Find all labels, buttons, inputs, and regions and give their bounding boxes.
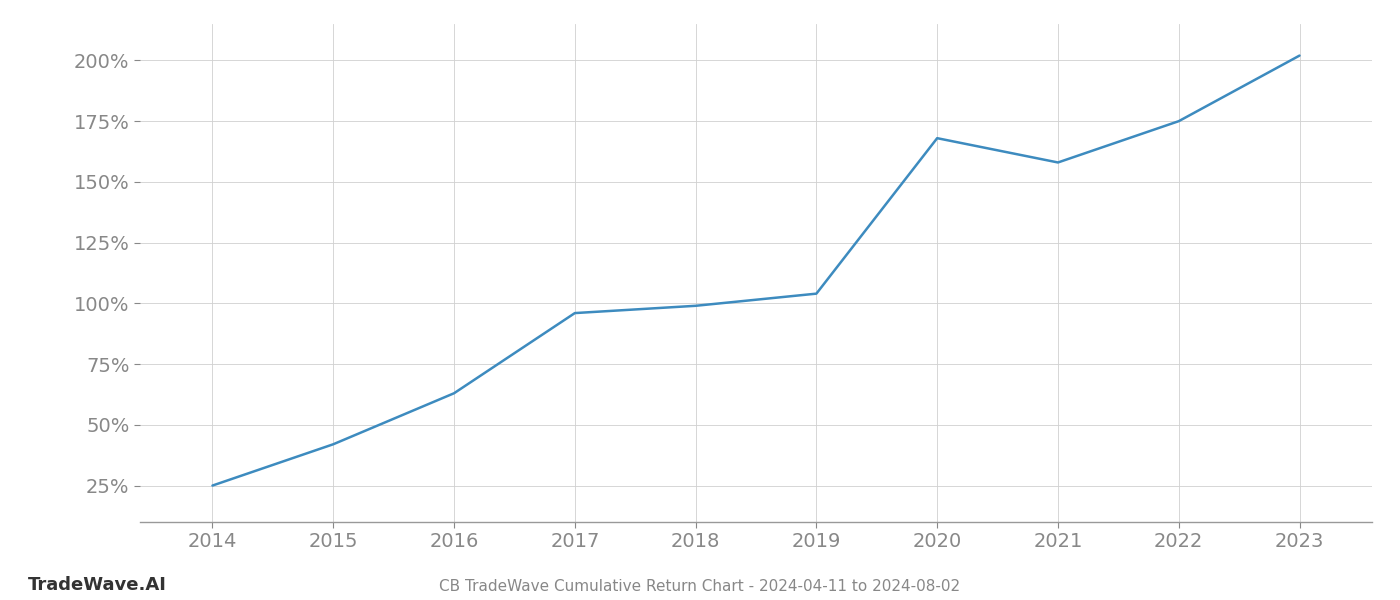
Text: TradeWave.AI: TradeWave.AI <box>28 576 167 594</box>
Text: CB TradeWave Cumulative Return Chart - 2024-04-11 to 2024-08-02: CB TradeWave Cumulative Return Chart - 2… <box>440 579 960 594</box>
